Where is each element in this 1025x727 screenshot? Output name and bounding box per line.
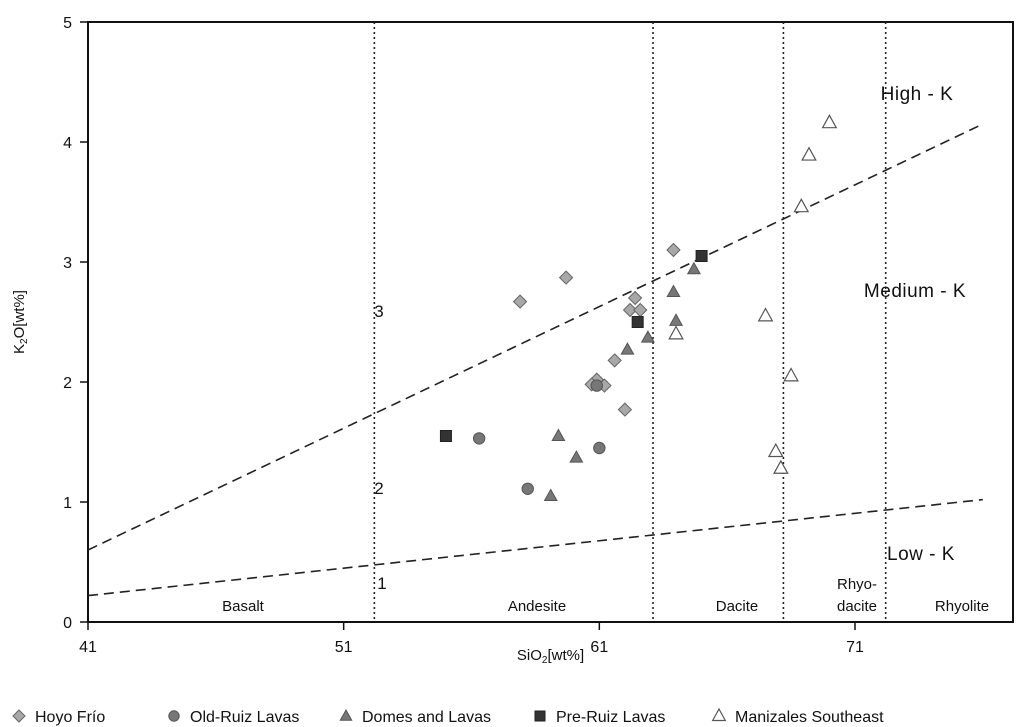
zone-label-2: 2 [374,479,383,498]
zone-label-1: 1 [377,574,386,593]
point-4-1 [801,146,817,161]
x-tick-label-0: 41 [79,639,97,656]
legend-marker-3 [534,710,546,722]
legend-marker-0 [12,709,26,723]
field-label-rhyodacite-2: dacite [837,598,877,615]
point-2-6 [686,261,701,275]
series-4 [668,114,838,474]
x-axis-title: SiO2[wt%] [517,647,584,666]
point-2-3 [640,330,655,343]
legend-item-4: Manizales Southeast [711,707,884,726]
data-points [439,114,838,502]
point-4-6 [773,459,789,474]
legend: Hoyo Frío Old-Ruiz Lavas Domes and Lavas Pr… [12,707,884,726]
point-0-2 [622,302,638,318]
point-0-5 [607,353,622,368]
plot-frame [87,21,1014,623]
legend-label-0: Hoyo Frío [35,709,105,726]
point-1-1 [521,482,534,495]
point-2-0 [543,488,558,502]
point-2-7 [551,428,566,442]
label-high-k: High - K [881,84,954,105]
point-0-9 [617,402,633,417]
label-low-k: Low - K [887,544,955,565]
legend-marker-1 [168,710,180,722]
legend-marker-4 [711,707,727,722]
point-4-2 [793,198,810,213]
y-tick-label-1: 1 [63,495,72,512]
point-2-4 [666,284,681,298]
point-3-0 [439,430,452,442]
y-tick-label-3: 3 [63,255,72,272]
x-tick-label-1: 51 [335,639,353,656]
x-tick-label-2: 61 [590,639,608,656]
k-boundary-lower [88,498,983,597]
plot-area [87,21,1014,623]
point-2-2 [620,342,635,355]
legend-marker-2 [339,708,353,721]
field-label-rhyolite: Rhyolite [935,598,989,615]
point-2-1 [569,450,584,463]
legend-label-3: Pre-Ruiz Lavas [556,709,665,726]
point-0-10 [666,242,681,258]
point-3-1 [631,316,644,328]
point-1-3 [590,379,603,392]
point-4-5 [767,442,784,458]
y-tick-label-4: 4 [63,135,72,152]
legend-label-2: Domes and Lavas [362,709,491,726]
series-3 [439,250,708,442]
point-1-0 [472,432,486,445]
y-tick-label-0: 0 [63,615,72,632]
field-label-basalt: Basalt [222,598,265,615]
legend-item-0: Hoyo Frío [12,709,105,726]
y-tick-label-5: 5 [63,15,72,32]
point-4-0 [821,114,838,129]
x-tick-label-3: 71 [846,639,864,656]
axes: 41 51 61 71 0 1 2 3 4 5 SiO2[wt%] K2O[wt%] [11,15,864,666]
point-2-5 [669,313,684,326]
legend-item-2: Domes and Lavas [339,708,491,726]
point-4-4 [783,367,799,382]
point-4-7 [668,325,684,340]
boundary-lines [88,22,984,622]
point-0-4 [633,302,648,318]
y-axis-title: K2O[wt%] [11,290,30,354]
y-tick-label-2: 2 [63,375,72,392]
legend-label-1: Old-Ruiz Lavas [190,709,299,726]
k-boundary-upper [88,123,984,551]
point-0-1 [558,270,574,285]
series-2 [543,261,701,502]
legend-item-3: Pre-Ruiz Lavas [534,709,665,726]
field-label-rhyodacite-1: Rhyo- [837,576,877,593]
rock-field-labels: Basalt Andesite Dacite Rhyo-dacite Rhyolite H… [222,84,989,615]
point-1-2 [593,441,606,455]
zone-label-3: 3 [374,302,383,321]
series-1 [472,379,606,495]
point-0-3 [627,290,643,306]
field-label-dacite: Dacite [716,598,759,615]
field-label-andesite: Andesite [508,598,566,615]
point-0-0 [512,294,528,309]
legend-item-1: Old-Ruiz Lavas [168,709,299,726]
point-3-2 [695,250,708,262]
label-medium-k: Medium - K [864,281,966,302]
point-4-3 [757,307,774,322]
legend-label-4: Manizales Southeast [735,709,884,726]
